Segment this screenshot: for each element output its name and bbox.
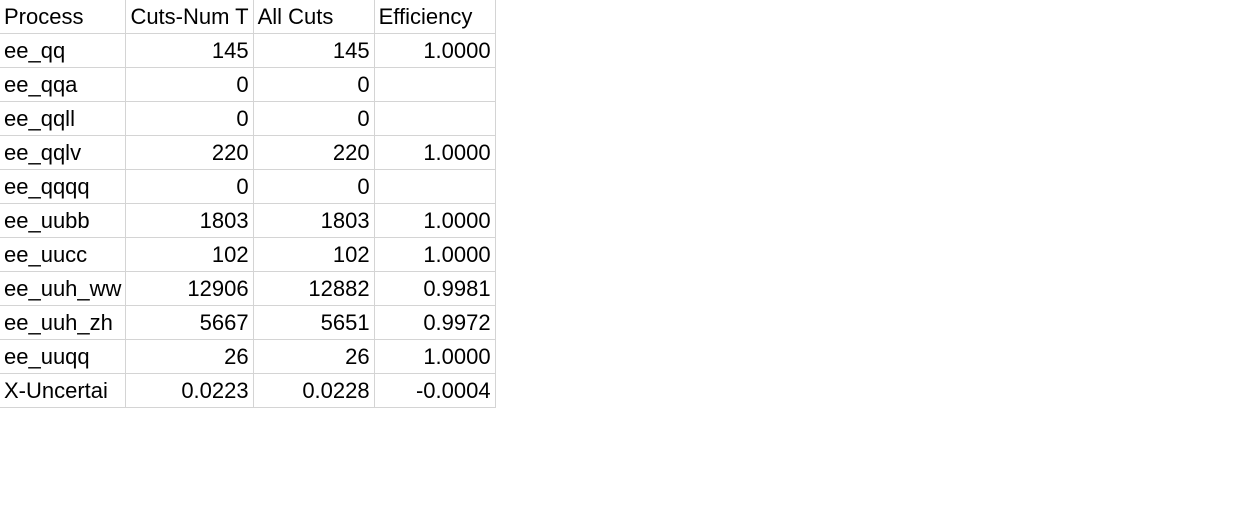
process-cell[interactable]: ee_qqqq <box>0 169 127 204</box>
process-cell[interactable]: ee_uuqq <box>0 339 127 374</box>
efficiency-cell[interactable] <box>374 169 496 204</box>
cuts-num-cell[interactable]: 220 <box>125 135 254 170</box>
efficiency-cell[interactable]: 1.0000 <box>374 237 496 272</box>
all-cuts-cell[interactable]: 0 <box>253 169 375 204</box>
table-row: X-Uncertai 0.0223 0.0228 -0.0004 <box>0 373 496 408</box>
all-cuts-cell[interactable]: 12882 <box>253 271 375 306</box>
table-row: ee_qqa 0 0 <box>0 67 496 102</box>
process-cell[interactable]: ee_qqa <box>0 67 127 102</box>
process-cell[interactable]: ee_uucc <box>0 237 127 272</box>
header-cell-all-cuts[interactable]: All Cuts <box>253 0 375 34</box>
header-cell-process[interactable]: Process <box>0 0 127 34</box>
cuts-num-cell[interactable]: 5667 <box>125 305 254 340</box>
table-row: ee_qqll 0 0 <box>0 101 496 136</box>
cuts-num-cell[interactable]: 12906 <box>125 271 254 306</box>
process-cell[interactable]: ee_qqlv <box>0 135 127 170</box>
all-cuts-cell[interactable]: 26 <box>253 339 375 374</box>
cuts-num-cell[interactable]: 0.0223 <box>125 373 254 408</box>
cuts-num-cell[interactable]: 0 <box>125 67 254 102</box>
all-cuts-cell[interactable]: 0.0228 <box>253 373 375 408</box>
efficiency-cell[interactable]: 1.0000 <box>374 339 496 374</box>
process-cell[interactable]: X-Uncertai <box>0 373 127 408</box>
process-cell[interactable]: ee_uubb <box>0 203 127 238</box>
all-cuts-cell[interactable]: 145 <box>253 33 375 68</box>
header-cell-efficiency[interactable]: Efficiency <box>374 0 496 34</box>
efficiency-cell[interactable]: -0.0004 <box>374 373 496 408</box>
table-row: ee_uuh_zh 5667 5651 0.9972 <box>0 305 496 340</box>
process-cell[interactable]: ee_uuh_ww <box>0 271 127 306</box>
cuts-num-cell[interactable]: 1803 <box>125 203 254 238</box>
table-row: ee_uuqq 26 26 1.0000 <box>0 339 496 374</box>
efficiency-cell[interactable]: 1.0000 <box>374 135 496 170</box>
header-cell-cuts-num[interactable]: Cuts-Num T <box>125 0 254 34</box>
efficiency-cell[interactable] <box>374 67 496 102</box>
table-row: ee_uuh_ww 12906 12882 0.9981 <box>0 271 496 306</box>
cuts-num-cell[interactable]: 26 <box>125 339 254 374</box>
efficiency-cell[interactable]: 0.9972 <box>374 305 496 340</box>
cuts-num-cell[interactable]: 102 <box>125 237 254 272</box>
spreadsheet-grid: Process Cuts-Num T All Cuts Efficiency e… <box>0 0 496 408</box>
cuts-num-cell[interactable]: 145 <box>125 33 254 68</box>
process-cell[interactable]: ee_qqll <box>0 101 127 136</box>
efficiency-cell[interactable]: 1.0000 <box>374 203 496 238</box>
process-cell[interactable]: ee_qq <box>0 33 127 68</box>
all-cuts-cell[interactable]: 1803 <box>253 203 375 238</box>
efficiency-cell[interactable]: 0.9981 <box>374 271 496 306</box>
all-cuts-cell[interactable]: 0 <box>253 67 375 102</box>
table-row: ee_qqqq 0 0 <box>0 169 496 204</box>
efficiency-cell[interactable]: 1.0000 <box>374 33 496 68</box>
all-cuts-cell[interactable]: 220 <box>253 135 375 170</box>
table-row: ee_uucc 102 102 1.0000 <box>0 237 496 272</box>
table-row: ee_qqlv 220 220 1.0000 <box>0 135 496 170</box>
all-cuts-cell[interactable]: 5651 <box>253 305 375 340</box>
table-row: ee_uubb 1803 1803 1.0000 <box>0 203 496 238</box>
all-cuts-cell[interactable]: 0 <box>253 101 375 136</box>
table-row: ee_qq 145 145 1.0000 <box>0 33 496 68</box>
process-cell[interactable]: ee_uuh_zh <box>0 305 127 340</box>
cuts-num-cell[interactable]: 0 <box>125 169 254 204</box>
cuts-num-cell[interactable]: 0 <box>125 101 254 136</box>
efficiency-cell[interactable] <box>374 101 496 136</box>
header-row: Process Cuts-Num T All Cuts Efficiency <box>0 0 496 34</box>
all-cuts-cell[interactable]: 102 <box>253 237 375 272</box>
